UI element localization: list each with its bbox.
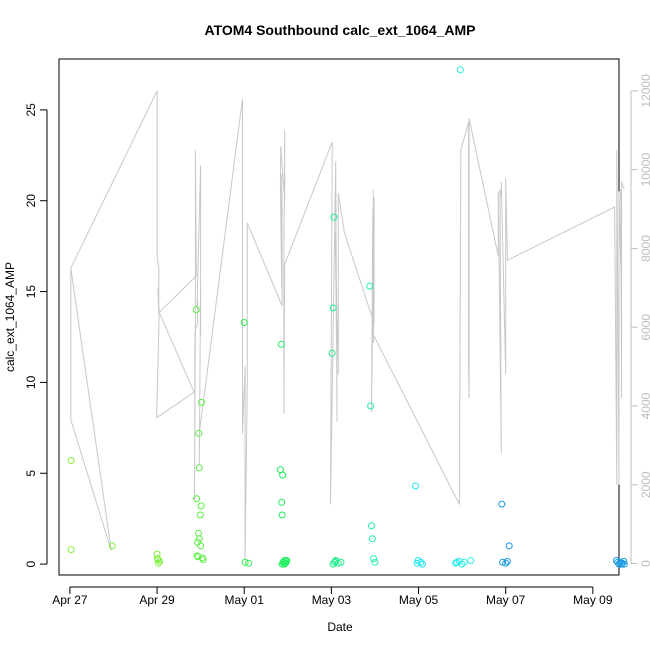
plot-frame (58, 58, 620, 576)
data-point (197, 542, 205, 550)
axis-layer: 0 5 10 15 20 25 Apr 27 Apr 29 May 01 May 03 May 05… (24, 74, 650, 607)
y-tick-label: 0 (24, 560, 38, 567)
x-tick-label: May 01 (225, 593, 265, 607)
y-right-tick-label: 2000 (639, 471, 650, 498)
y-tick-label: 10 (24, 375, 38, 389)
data-point (366, 282, 374, 290)
data-point (367, 402, 375, 410)
data-point (277, 340, 285, 348)
line-layer (70, 90, 625, 559)
x-tick-label: Apr 27 (52, 593, 88, 607)
data-point (330, 558, 338, 566)
x-tick-label: May 07 (486, 593, 526, 607)
data-point (192, 306, 200, 314)
data-point (368, 522, 375, 530)
data-point (460, 558, 468, 566)
data-point (156, 557, 164, 565)
data-point (278, 498, 286, 506)
data-point (282, 559, 290, 567)
data-point (67, 457, 75, 464)
data-point (329, 304, 337, 312)
data-point (505, 542, 513, 550)
y-tick-label: 15 (24, 285, 38, 299)
data-point (419, 560, 426, 568)
y-right-tick-label: 8000 (639, 235, 650, 262)
data-point (417, 558, 425, 566)
data-point (502, 559, 510, 567)
secondary-series-line (70, 90, 625, 559)
y-right-tick-label: 6000 (639, 314, 650, 341)
point-layer (67, 66, 628, 568)
data-point (330, 213, 338, 221)
data-point (198, 398, 205, 406)
x-tick-label: May 05 (399, 593, 439, 607)
data-point (195, 429, 203, 437)
data-point (195, 535, 203, 543)
y-right-tick-label: 4000 (639, 392, 650, 419)
x-axis-label: Date (327, 620, 353, 634)
y-tick-label: 5 (24, 470, 38, 477)
x-tick-label: May 03 (312, 593, 352, 607)
y-right-tick-label: 0 (639, 560, 650, 567)
data-point (154, 559, 162, 567)
y-right-tick-label: 12000 (639, 74, 650, 108)
data-point (279, 471, 287, 479)
data-point (196, 511, 204, 519)
data-point (278, 511, 286, 519)
y-tick-label: 20 (24, 194, 38, 208)
data-point (467, 557, 475, 564)
data-point (245, 559, 253, 567)
data-point (108, 542, 116, 550)
data-point (371, 558, 379, 566)
data-point (456, 66, 464, 74)
y-axis-label: calc_ext_1064_AMP (3, 262, 17, 372)
data-point (370, 555, 378, 563)
data-point (499, 558, 507, 566)
x-tick-label: Apr 29 (139, 593, 175, 607)
data-point (503, 557, 511, 565)
data-point (193, 495, 201, 503)
data-point (412, 482, 419, 490)
data-point (240, 319, 248, 326)
data-point (193, 552, 201, 560)
data-point (337, 558, 345, 566)
data-point (620, 560, 628, 568)
data-point (620, 557, 628, 565)
data-point (498, 500, 506, 508)
data-point (154, 556, 162, 564)
data-point (199, 556, 207, 564)
data-point (332, 557, 340, 565)
x-tick-label: May 09 (573, 593, 613, 607)
data-point (67, 546, 75, 554)
data-point (328, 349, 336, 357)
data-point (197, 502, 205, 510)
data-point (195, 464, 203, 472)
data-point (194, 553, 202, 561)
data-point (368, 535, 376, 543)
chart-title: ATOM4 Southbound calc_ext_1064_AMP (205, 22, 476, 38)
data-point (241, 558, 249, 566)
y-tick-label: 25 (24, 103, 38, 117)
y-right-tick-label: 10000 (639, 153, 650, 187)
